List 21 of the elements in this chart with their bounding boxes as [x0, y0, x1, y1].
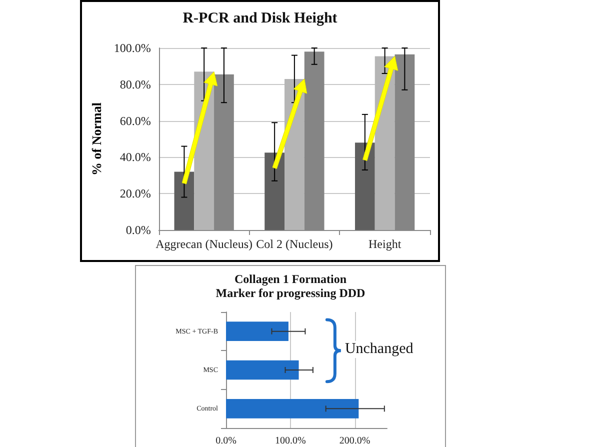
bar	[226, 399, 359, 418]
chart-title: R-PCR and Disk Height	[182, 10, 338, 26]
y-tick-label: 0.0%	[126, 223, 151, 237]
y-axis-title: % of Normal	[89, 102, 104, 176]
y-tick-label: 20.0%	[120, 186, 151, 201]
x-tick-label: Aggrecan (Nucleus)	[156, 237, 253, 251]
x-tick-label: Height	[368, 237, 402, 251]
y-tick-label: 60.0%	[120, 114, 151, 128]
x-tick-label: Col 2 (Nucleus)	[256, 237, 333, 251]
chart-title: Collagen 1 Formation	[234, 272, 347, 286]
chart-subtitle: Marker for progressing DDD	[216, 286, 366, 300]
x-tick-label: 200.0%	[339, 436, 370, 446]
annotation: Unchanged	[344, 340, 414, 358]
bar	[226, 322, 288, 341]
y-tick-label: 100.0%	[114, 41, 151, 55]
y-tick-label: 40.0%	[120, 150, 151, 164]
x-tick-label: 100.0%	[274, 436, 306, 446]
bar	[174, 172, 194, 230]
bar	[226, 360, 299, 380]
x-tick-label: 0.0%	[216, 436, 236, 446]
y-tick-label: 80.0%	[120, 77, 151, 92]
